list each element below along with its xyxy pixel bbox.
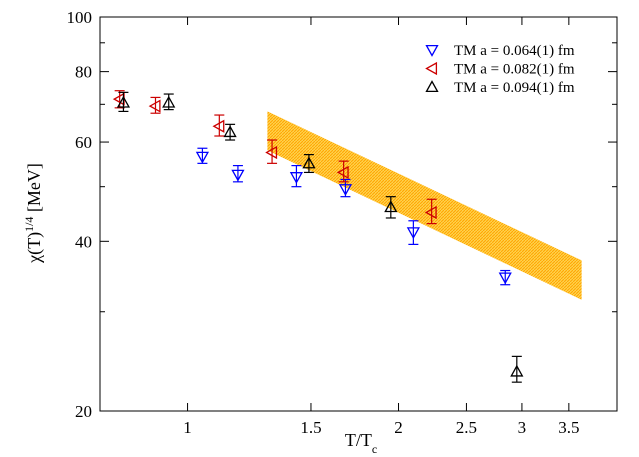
legend-label: TM a = 0.094(1) fm xyxy=(454,80,575,96)
x-axis-ticks: 1 1.5 2 2.5 3 3.5 xyxy=(183,17,579,437)
data-point xyxy=(116,95,131,108)
data-point xyxy=(424,205,437,220)
x-tick-label: 1.5 xyxy=(300,418,321,437)
y-axis-label: χ(T)1/4 [MeV] xyxy=(22,163,45,264)
y-tick-label: 80 xyxy=(75,63,92,82)
x-axis-label: T/Tc xyxy=(345,430,377,456)
data-point xyxy=(212,119,225,133)
y-tick-label: 60 xyxy=(75,133,92,152)
data-point xyxy=(223,125,237,138)
legend-label: TM a = 0.082(1) fm xyxy=(454,62,575,78)
y-tick-label: 20 xyxy=(75,402,92,421)
plot-frame xyxy=(99,16,618,412)
data-point xyxy=(338,184,353,196)
y-axis-label-tail: [MeV] xyxy=(24,163,44,216)
data-point xyxy=(148,99,161,113)
data-point xyxy=(510,364,524,377)
x-tick-label: 3.5 xyxy=(558,418,579,437)
y-axis-label-main: χ(T) xyxy=(24,232,45,264)
y-axis-label-sup: 1/4 xyxy=(22,217,36,232)
legend-label: TM a = 0.064(1) fm xyxy=(454,43,575,59)
data-point xyxy=(406,227,420,240)
x-axis-label-sub: c xyxy=(372,442,377,456)
data-point xyxy=(231,169,245,182)
legend: TM a = 0.064(1) fm TM a = 0.082(1) fm TM a… xyxy=(425,43,575,96)
data-point xyxy=(302,156,316,169)
legend-marker xyxy=(425,61,438,76)
x-tick-label: 1 xyxy=(183,418,192,437)
series-2 xyxy=(112,90,437,225)
series-1 xyxy=(195,147,512,286)
y-axis-ticks: 20 40 60 80 100 xyxy=(67,8,617,421)
y-tick-label: 40 xyxy=(75,232,92,251)
x-tick-label: 2.5 xyxy=(456,418,477,437)
data-series-layer xyxy=(112,90,524,383)
data-point xyxy=(289,172,304,184)
data-point xyxy=(195,151,210,164)
legend-marker xyxy=(425,80,439,93)
data-point xyxy=(384,200,398,213)
data-point xyxy=(265,145,278,160)
x-axis-label-main: T/T xyxy=(345,430,372,450)
series-3 xyxy=(116,91,524,383)
x-tick-label: 3 xyxy=(518,418,527,437)
y-tick-label: 100 xyxy=(67,8,93,27)
data-point xyxy=(336,165,349,180)
data-point xyxy=(162,95,176,108)
data-point xyxy=(498,272,512,285)
legend-marker xyxy=(425,44,439,57)
uncertainty-band xyxy=(267,111,582,300)
uncertainty-band-layer xyxy=(267,111,582,300)
x-tick-label: 2 xyxy=(394,418,403,437)
